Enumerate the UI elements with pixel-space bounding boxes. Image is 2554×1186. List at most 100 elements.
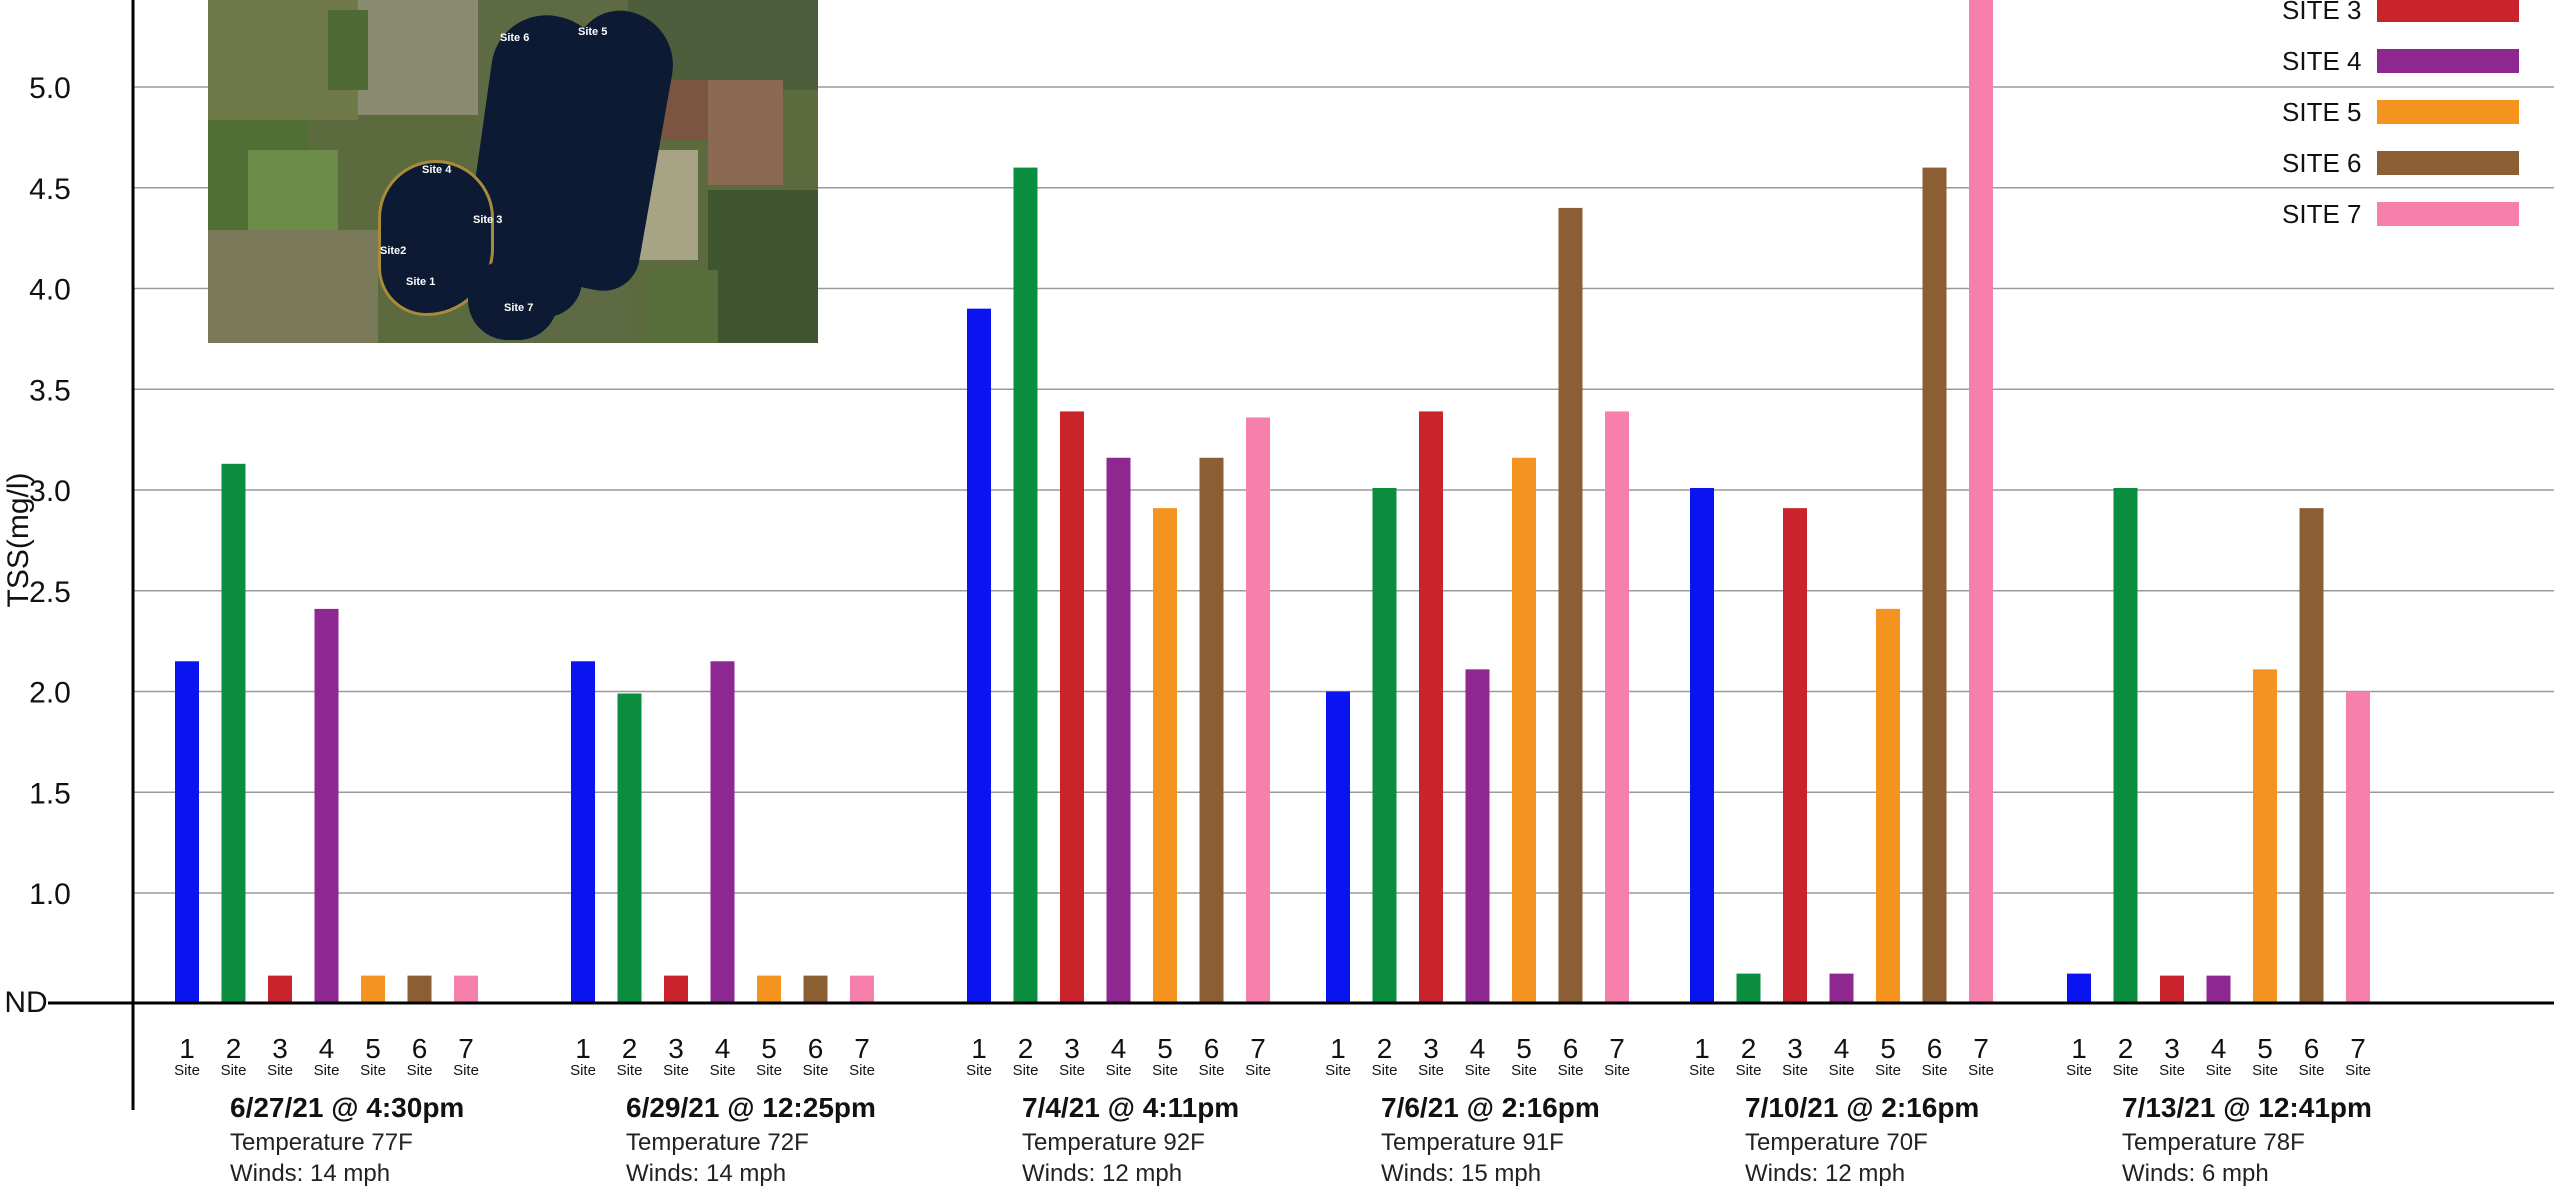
- site-word-label: Site: [2345, 1062, 2371, 1079]
- map-label-site4: Site 4: [422, 164, 452, 176]
- group-title: 7/4/21 @ 4:11pm: [1022, 1092, 1239, 1123]
- site-word-label: Site: [617, 1062, 643, 1079]
- bar: [1829, 973, 1854, 1003]
- group-temperature: Temperature 91F: [1381, 1129, 1564, 1156]
- site-word-label: Site: [2113, 1062, 2139, 1079]
- site-word-label: Site: [453, 1062, 479, 1079]
- group-temperature: Temperature 72F: [626, 1129, 809, 1156]
- site-word-label: Site: [1152, 1062, 1178, 1079]
- group-title: 7/6/21 @ 2:16pm: [1381, 1092, 1600, 1123]
- bar: [1246, 417, 1270, 1004]
- bar: [407, 975, 432, 1003]
- y-tick-label: 2.0: [29, 677, 71, 710]
- bar: [1605, 411, 1629, 1003]
- bar: [2113, 487, 2138, 1003]
- site-number-label: 5: [2257, 1033, 2273, 1064]
- bars: [175, 0, 2370, 1004]
- site-word-label: Site: [2066, 1062, 2092, 1079]
- site-number-label: 5: [1880, 1033, 1896, 1064]
- bar: [617, 693, 642, 1003]
- y-axis-label: TSS(mg/l): [2, 473, 35, 608]
- site-word-label: Site: [267, 1062, 293, 1079]
- site-number-label: 7: [1250, 1033, 1266, 1064]
- site-word-label: Site: [1013, 1062, 1039, 1079]
- map-label-site7: Site 7: [504, 302, 534, 314]
- group-captions: 6/27/21 @ 4:30pm Temperature 77F Winds: 14…: [230, 1092, 2372, 1186]
- bar: [1199, 457, 1224, 1003]
- legend-label: SITE 7: [2282, 199, 2361, 229]
- site-word-label: Site: [2159, 1062, 2185, 1079]
- group-winds: Winds: 12 mph: [1022, 1160, 1182, 1186]
- site-word-label: Site: [174, 1062, 200, 1079]
- y-tick-labels: ND 1.0 1.5 2.0 2.5 3.0 3.5 4.0 4.5 5.0: [4, 72, 71, 1019]
- bar: [2160, 975, 2184, 1003]
- site-number-label: 6: [1927, 1033, 1943, 1064]
- bar: [1876, 608, 1900, 1003]
- bar: [2346, 691, 2370, 1003]
- legend-swatch: [2377, 0, 2519, 22]
- site-number-label: 5: [365, 1033, 381, 1064]
- site-word-label: Site: [2252, 1062, 2278, 1079]
- y-tick-label: 1.5: [29, 777, 71, 810]
- site-word-label: Site: [221, 1062, 247, 1079]
- y-tick-label: 2.5: [29, 576, 71, 609]
- bar: [710, 661, 735, 1003]
- site-word-label: Site: [360, 1062, 386, 1079]
- group-temperature: Temperature 92F: [1022, 1129, 1205, 1156]
- site-number-label: 7: [1609, 1033, 1625, 1064]
- site-word-label: Site: [1736, 1062, 1762, 1079]
- group-winds: Winds: 6 mph: [2122, 1160, 2269, 1186]
- site-word-label: Site: [1418, 1062, 1444, 1079]
- site-number-label: 7: [1973, 1033, 1989, 1064]
- site-number-label: 1: [575, 1033, 591, 1064]
- group-temperature: Temperature 77F: [230, 1129, 413, 1156]
- group-title: 6/29/21 @ 12:25pm: [626, 1092, 876, 1123]
- bar: [1153, 508, 1177, 1003]
- legend-swatch: [2377, 49, 2519, 73]
- bar: [1969, 0, 1993, 1003]
- site-number-label: 4: [319, 1033, 335, 1064]
- site-number-label: 3: [1423, 1033, 1439, 1064]
- x-site-labels: 1Site2Site3Site4Site5Site6Site7Site1Site…: [174, 1033, 2371, 1079]
- bar: [2067, 973, 2091, 1003]
- site-word-label: Site: [710, 1062, 736, 1079]
- site-number-label: 1: [2071, 1033, 2087, 1064]
- site-word-label: Site: [1782, 1062, 1808, 1079]
- bar: [803, 975, 828, 1003]
- site-word-label: Site: [803, 1062, 829, 1079]
- site-number-label: 3: [668, 1033, 684, 1064]
- site-number-label: 2: [1377, 1033, 1393, 1064]
- site-number-label: 3: [272, 1033, 288, 1064]
- bar: [1060, 411, 1084, 1003]
- group-title: 7/10/21 @ 2:16pm: [1745, 1092, 1979, 1123]
- bar: [175, 661, 199, 1003]
- bar: [2253, 669, 2277, 1003]
- bar: [2299, 508, 2324, 1003]
- site-number-label: 2: [622, 1033, 638, 1064]
- bar: [221, 463, 246, 1003]
- site-number-label: 7: [854, 1033, 870, 1064]
- site-number-label: 1: [179, 1033, 195, 1064]
- site-word-label: Site: [756, 1062, 782, 1079]
- site-number-label: 6: [1563, 1033, 1579, 1064]
- site-number-label: 2: [2118, 1033, 2134, 1064]
- legend-label: SITE 5: [2282, 97, 2361, 127]
- site-number-label: 4: [1834, 1033, 1850, 1064]
- map-label-site3: Site 3: [473, 214, 503, 226]
- site-word-label: Site: [1199, 1062, 1225, 1079]
- bar: [1419, 411, 1443, 1003]
- site-word-label: Site: [1922, 1062, 1948, 1079]
- y-tick-label: 3.0: [29, 475, 71, 508]
- bar: [1013, 167, 1038, 1004]
- bar: [571, 661, 595, 1003]
- site-number-label: 6: [1204, 1033, 1220, 1064]
- legend: SITE 3 SITE 4 SITE 5 SITE 6 SITE 7: [2282, 0, 2519, 229]
- site-word-label: Site: [663, 1062, 689, 1079]
- legend-swatch: [2377, 151, 2519, 175]
- group-title: 7/13/21 @ 12:41pm: [2122, 1092, 2372, 1123]
- bar: [1922, 167, 1947, 1004]
- site-word-label: Site: [1059, 1062, 1085, 1079]
- bar: [757, 975, 781, 1003]
- site-number-label: 3: [2164, 1033, 2180, 1064]
- group-winds: Winds: 14 mph: [230, 1160, 390, 1186]
